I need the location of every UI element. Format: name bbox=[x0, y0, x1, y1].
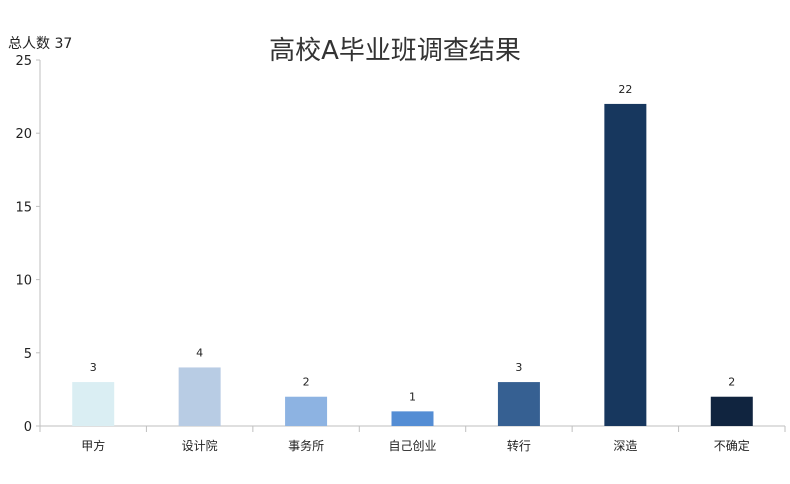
category-label: 自己创业 bbox=[388, 439, 436, 453]
y-tick-label: 15 bbox=[15, 200, 32, 215]
bar bbox=[178, 367, 221, 426]
data-label: 2 bbox=[303, 376, 310, 389]
y-tick-label: 25 bbox=[15, 54, 32, 69]
data-label: 4 bbox=[196, 346, 203, 359]
y-tick-label: 10 bbox=[15, 274, 32, 289]
chart-title: 高校A毕业班调查结果 bbox=[269, 36, 521, 66]
category-label: 不确定 bbox=[714, 438, 750, 453]
bar bbox=[285, 396, 328, 426]
y-axis-ticks: 0 5 10 15 20 25 bbox=[15, 54, 40, 435]
category-label: 事务所 bbox=[288, 438, 324, 453]
data-label: 1 bbox=[409, 390, 416, 403]
bar bbox=[497, 382, 540, 426]
category-label: 深造 bbox=[613, 439, 637, 453]
data-label: 22 bbox=[618, 83, 632, 96]
data-label: 3 bbox=[515, 361, 522, 374]
category-labels: 甲方 设计院 事务所 自己创业 转行 深造 不确定 bbox=[81, 438, 750, 453]
y-tick-label: 20 bbox=[15, 127, 32, 142]
data-label: 3 bbox=[90, 361, 97, 374]
bar bbox=[710, 396, 753, 426]
bar bbox=[72, 382, 115, 426]
y-tick-label: 0 bbox=[24, 420, 32, 435]
chart-axes bbox=[39, 60, 786, 432]
category-label: 设计院 bbox=[182, 439, 218, 453]
category-label: 转行 bbox=[507, 438, 531, 453]
bar bbox=[604, 103, 647, 427]
category-label: 甲方 bbox=[81, 438, 105, 453]
total-count-note: 总人数 37 bbox=[8, 36, 73, 52]
bar bbox=[391, 411, 434, 426]
data-label: 2 bbox=[728, 376, 735, 389]
y-tick-label: 5 bbox=[24, 347, 32, 362]
bar-series bbox=[72, 103, 753, 427]
